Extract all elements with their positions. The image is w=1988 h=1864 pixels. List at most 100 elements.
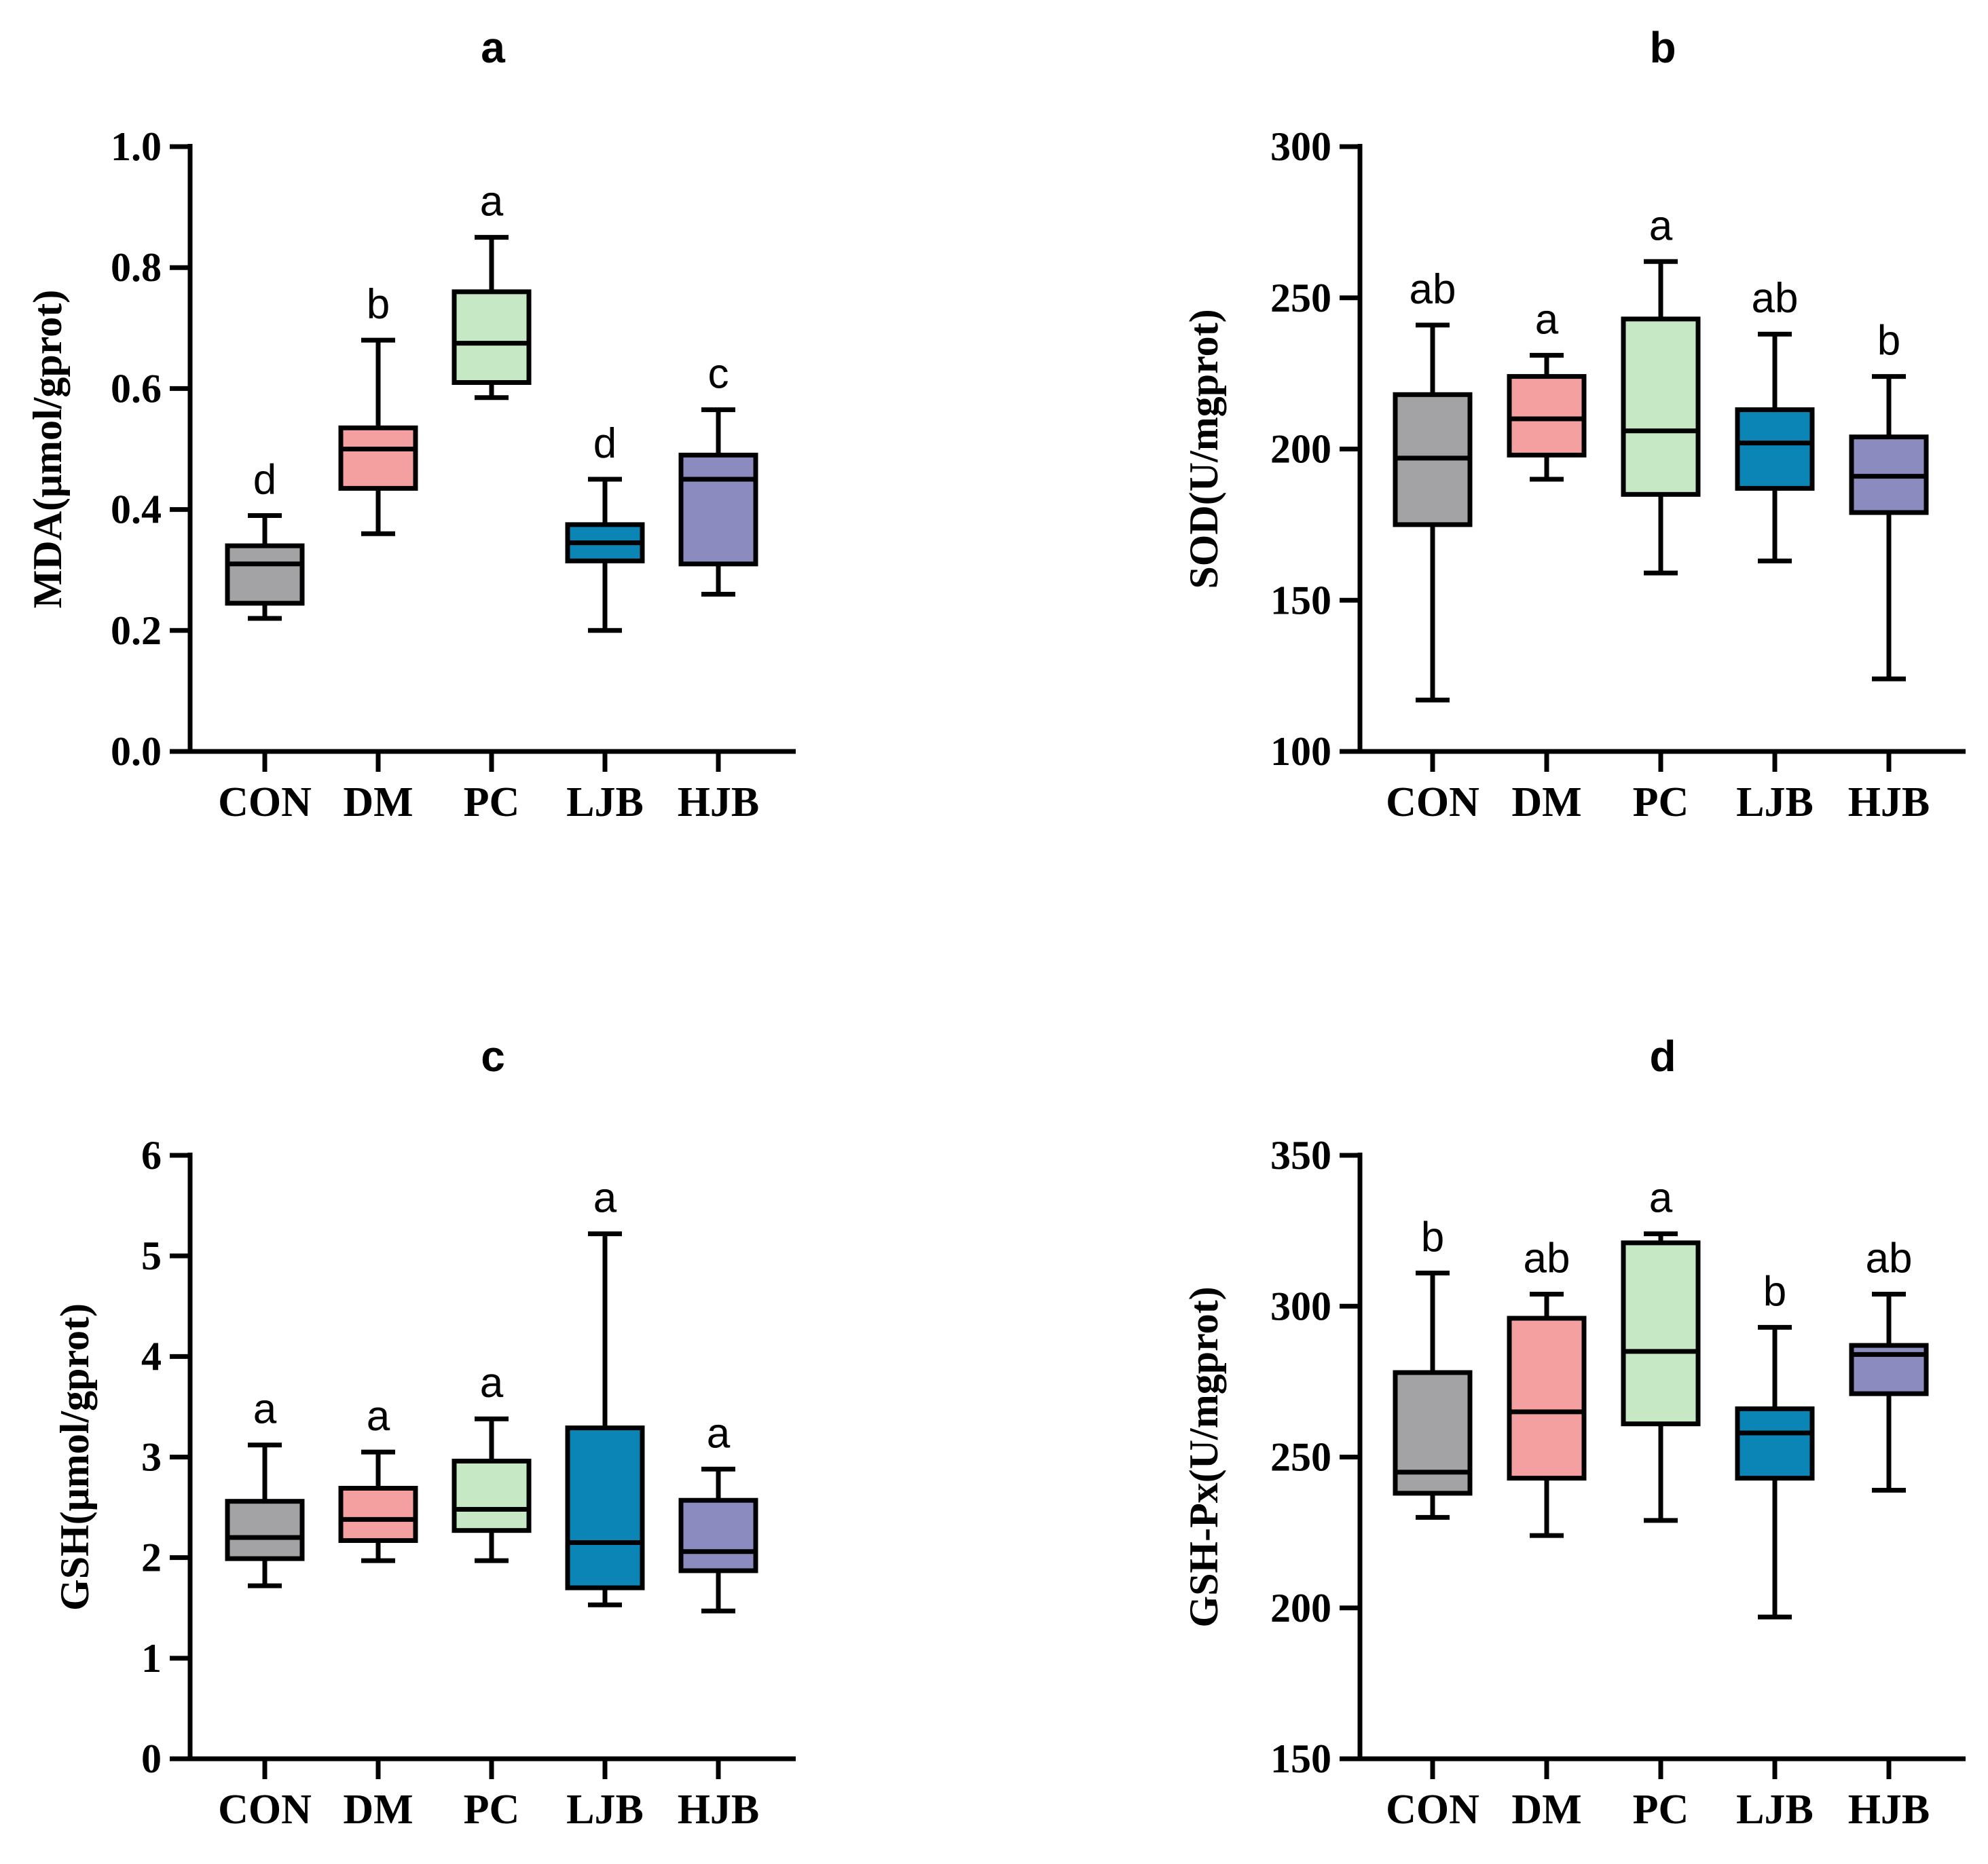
iqr-box <box>565 1425 645 1590</box>
y-tick-label: 250 <box>1270 276 1331 320</box>
box-hjb: c <box>678 351 758 597</box>
x-tick-label: PC <box>464 1787 520 1833</box>
iqr-box <box>1621 1240 1701 1427</box>
y-tick-label: 100 <box>1270 729 1331 774</box>
box-ljb: d <box>565 420 645 633</box>
box-ljb: a <box>565 1175 645 1607</box>
significance-label: d <box>253 457 276 504</box>
y-tick-label: 6 <box>141 1133 162 1178</box>
iqr-box <box>1507 1316 1587 1481</box>
box-pc: a <box>1621 1175 1701 1523</box>
box-con: b <box>1393 1214 1473 1520</box>
box-dm: a <box>1507 296 1587 482</box>
significance-label: b <box>1763 1268 1786 1315</box>
iqr-box <box>1735 1406 1815 1481</box>
panel-title: c <box>481 1032 505 1081</box>
y-tick-label: 5 <box>141 1233 162 1278</box>
y-axis-label: SOD(U/mgprot) <box>1181 309 1226 589</box>
x-tick-label: LJB <box>1736 1787 1814 1833</box>
box-dm: b <box>338 281 418 536</box>
iqr-box <box>225 1499 305 1561</box>
significance-label: ab <box>1752 275 1799 322</box>
box-ljb: ab <box>1735 275 1815 563</box>
box-pc: a <box>452 179 532 400</box>
significance-label: ab <box>1410 266 1456 313</box>
box-con: d <box>225 457 305 621</box>
significance-label: b <box>367 281 390 328</box>
significance-label: a <box>1649 202 1673 249</box>
box-dm: a <box>338 1393 418 1563</box>
y-tick-label: 0.2 <box>111 608 162 653</box>
y-tick-label: 1 <box>141 1636 162 1681</box>
iqr-box <box>338 425 418 491</box>
iqr-box <box>678 452 758 567</box>
y-tick-label: 0.4 <box>111 487 162 532</box>
significance-label: b <box>1421 1214 1444 1261</box>
significance-label: ab <box>1866 1235 1913 1282</box>
y-tick-label: 4 <box>141 1334 162 1379</box>
iqr-box <box>225 543 305 606</box>
x-tick-label: DM <box>1511 1787 1581 1833</box>
iqr-box <box>1393 1370 1473 1496</box>
significance-label: a <box>480 1360 504 1406</box>
x-tick-label: PC <box>464 779 520 825</box>
significance-label: a <box>253 1386 277 1433</box>
chart-panel-c: c GSH(μmol/gprot) 0 1 2 3 4 5 6 CON a DM a PC a LJB a HJB… <box>52 1032 796 1833</box>
y-tick-label: 2 <box>141 1535 162 1580</box>
y-axis-label: MDA(μmol/gprot) <box>25 290 70 608</box>
chart-panel-a: a MDA(μmol/gprot) 0.0 0.2 0.4 0.6 0.8 1.0 CON d DM… <box>25 23 796 825</box>
box-hjb: b <box>1849 318 1929 682</box>
x-tick-label: PC <box>1633 1787 1689 1833</box>
box-hjb: ab <box>1849 1235 1929 1493</box>
x-tick-label: LJB <box>566 1787 644 1833</box>
y-tick-label: 150 <box>1270 578 1331 622</box>
significance-label: d <box>593 420 616 467</box>
x-tick-label: DM <box>343 779 413 825</box>
significance-label: a <box>367 1393 390 1440</box>
chart-panel-d: dGSH-Px(U/mgprot)150200250300350CONbDMab… <box>1181 1032 1966 1833</box>
iqr-box <box>1621 316 1701 497</box>
x-tick-label: HJB <box>1848 1787 1930 1833</box>
significance-label: c <box>708 351 729 398</box>
iqr-box <box>678 1497 758 1573</box>
iqr-box <box>338 1485 418 1543</box>
box-con: a <box>225 1386 305 1588</box>
significance-label: a <box>593 1175 617 1222</box>
box-hjb: a <box>678 1410 758 1614</box>
y-tick-label: 250 <box>1270 1435 1331 1480</box>
y-tick-label: 3 <box>141 1435 162 1480</box>
box-dm: ab <box>1507 1235 1587 1538</box>
panel-title: a <box>481 23 505 72</box>
y-axis-label: GSH-Px(U/mgprot) <box>1181 1286 1226 1627</box>
significance-label: a <box>480 179 504 225</box>
y-tick-label: 300 <box>1270 1284 1331 1328</box>
x-tick-label: PC <box>1633 779 1689 825</box>
significance-label: a <box>707 1410 731 1457</box>
significance-label: ab <box>1524 1235 1570 1282</box>
box-pc: a <box>1621 202 1701 576</box>
y-axis-label: GSH(μmol/gprot) <box>52 1303 97 1611</box>
significance-label: a <box>1649 1175 1673 1222</box>
y-tick-label: 150 <box>1270 1736 1331 1781</box>
y-tick-label: 0 <box>141 1736 162 1781</box>
x-tick-label: DM <box>343 1787 413 1833</box>
y-tick-label: 300 <box>1270 124 1331 169</box>
box-con: ab <box>1393 266 1473 703</box>
x-tick-label: CON <box>218 1787 312 1833</box>
panel-title: d <box>1649 1032 1676 1081</box>
iqr-box <box>1507 374 1587 458</box>
y-tick-label: 350 <box>1270 1133 1331 1178</box>
x-tick-label: CON <box>218 779 312 825</box>
x-tick-label: HJB <box>678 779 760 825</box>
x-tick-label: DM <box>1511 779 1581 825</box>
iqr-box <box>452 289 532 385</box>
iqr-box <box>452 1458 532 1533</box>
x-tick-label: HJB <box>1848 779 1930 825</box>
iqr-box <box>1735 407 1815 491</box>
y-tick-label: 0.6 <box>111 366 162 411</box>
significance-label: a <box>1535 296 1559 343</box>
y-tick-label: 200 <box>1270 1586 1331 1630</box>
y-tick-label: 0.8 <box>111 245 162 290</box>
x-tick-label: HJB <box>678 1787 760 1833</box>
